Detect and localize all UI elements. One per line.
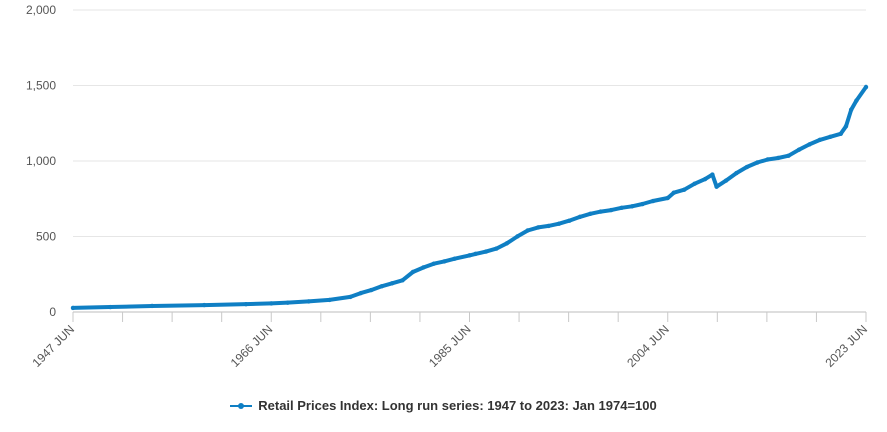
data-point[interactable] bbox=[504, 241, 510, 246]
data-point[interactable] bbox=[431, 261, 437, 266]
data-point[interactable] bbox=[577, 214, 583, 220]
y-tick-label: 500 bbox=[36, 230, 56, 244]
data-point[interactable] bbox=[765, 157, 770, 162]
data-point[interactable] bbox=[269, 301, 274, 306]
data-point[interactable] bbox=[535, 225, 541, 230]
data-point[interactable] bbox=[665, 195, 670, 201]
y-tick-label: 2,000 bbox=[26, 3, 56, 17]
x-tick-label: 2004 JUN bbox=[624, 322, 672, 370]
data-point[interactable] bbox=[608, 207, 614, 213]
data-point[interactable] bbox=[515, 234, 520, 239]
data-point[interactable] bbox=[786, 153, 791, 158]
data-point[interactable] bbox=[629, 204, 635, 209]
data-point[interactable] bbox=[410, 269, 416, 275]
data-point[interactable] bbox=[588, 211, 593, 217]
data-point[interactable] bbox=[421, 265, 426, 270]
data-point[interactable] bbox=[202, 302, 207, 308]
legend-line-marker-icon bbox=[230, 400, 253, 412]
data-point[interactable] bbox=[734, 170, 739, 176]
data-point[interactable] bbox=[854, 98, 859, 103]
y-tick-label: 1,500 bbox=[26, 79, 56, 93]
legend-label: Retail Prices Index: Long run series: 19… bbox=[258, 398, 657, 413]
data-point[interactable] bbox=[848, 107, 854, 112]
data-point[interactable] bbox=[710, 172, 715, 177]
data-point[interactable] bbox=[70, 305, 76, 311]
y-tick-label: 1,000 bbox=[26, 154, 56, 168]
y-tick-label: 0 bbox=[49, 305, 56, 319]
data-point[interactable] bbox=[619, 205, 624, 211]
series-line[interactable] bbox=[71, 85, 868, 310]
data-point[interactable] bbox=[692, 181, 697, 186]
data-point[interactable] bbox=[807, 142, 812, 147]
data-point[interactable] bbox=[473, 251, 478, 257]
x-tick-label: 1966 JUN bbox=[228, 322, 276, 370]
data-point[interactable] bbox=[702, 176, 708, 182]
data-point[interactable] bbox=[483, 249, 489, 254]
data-point[interactable] bbox=[306, 299, 311, 304]
data-point[interactable] bbox=[843, 124, 849, 129]
data-point[interactable] bbox=[149, 303, 155, 309]
data-point[interactable] bbox=[467, 253, 472, 258]
gridlines bbox=[73, 9, 866, 313]
data-point[interactable] bbox=[682, 187, 687, 192]
data-point[interactable] bbox=[525, 228, 530, 233]
x-tick-label: 2023 JUN bbox=[822, 322, 870, 370]
data-point[interactable] bbox=[389, 281, 395, 286]
data-point[interactable] bbox=[671, 190, 677, 195]
data-point[interactable] bbox=[598, 209, 603, 214]
y-axis-ticks: 0 500 1,000 1,500 2,000 bbox=[26, 3, 56, 319]
data-point[interactable] bbox=[243, 301, 249, 307]
series-layer bbox=[70, 84, 869, 311]
data-point[interactable] bbox=[379, 284, 384, 289]
legend[interactable]: Retail Prices Index: Long run series: 19… bbox=[0, 398, 887, 413]
data-point[interactable] bbox=[108, 304, 113, 310]
data-point[interactable] bbox=[358, 290, 363, 296]
data-point[interactable] bbox=[796, 147, 802, 152]
data-point[interactable] bbox=[400, 278, 405, 283]
data-point[interactable] bbox=[863, 84, 869, 90]
data-point[interactable] bbox=[327, 297, 332, 303]
data-point[interactable] bbox=[817, 137, 823, 143]
data-point[interactable] bbox=[640, 201, 645, 207]
data-point[interactable] bbox=[567, 218, 572, 223]
data-point[interactable] bbox=[556, 221, 562, 226]
data-point[interactable] bbox=[442, 259, 447, 264]
data-point[interactable] bbox=[348, 294, 353, 300]
data-point[interactable] bbox=[494, 246, 499, 251]
data-point[interactable] bbox=[285, 300, 290, 305]
x-axis-ticks: 1947 JUN 1966 JUN 1985 JUN 2004 JUN 2023 JUN bbox=[29, 312, 870, 370]
data-point[interactable] bbox=[650, 198, 656, 204]
data-point[interactable] bbox=[828, 134, 833, 140]
x-tick-label: 1947 JUN bbox=[29, 322, 77, 370]
data-point[interactable] bbox=[546, 223, 551, 229]
data-point[interactable] bbox=[775, 155, 781, 161]
data-point[interactable] bbox=[723, 178, 729, 183]
x-tick-label: 1985 JUN bbox=[426, 322, 474, 370]
data-point[interactable] bbox=[838, 131, 843, 137]
data-point[interactable] bbox=[714, 184, 719, 189]
data-point[interactable] bbox=[369, 287, 374, 293]
data-point[interactable] bbox=[744, 164, 750, 170]
data-point[interactable] bbox=[755, 160, 760, 165]
data-point[interactable] bbox=[452, 256, 457, 261]
